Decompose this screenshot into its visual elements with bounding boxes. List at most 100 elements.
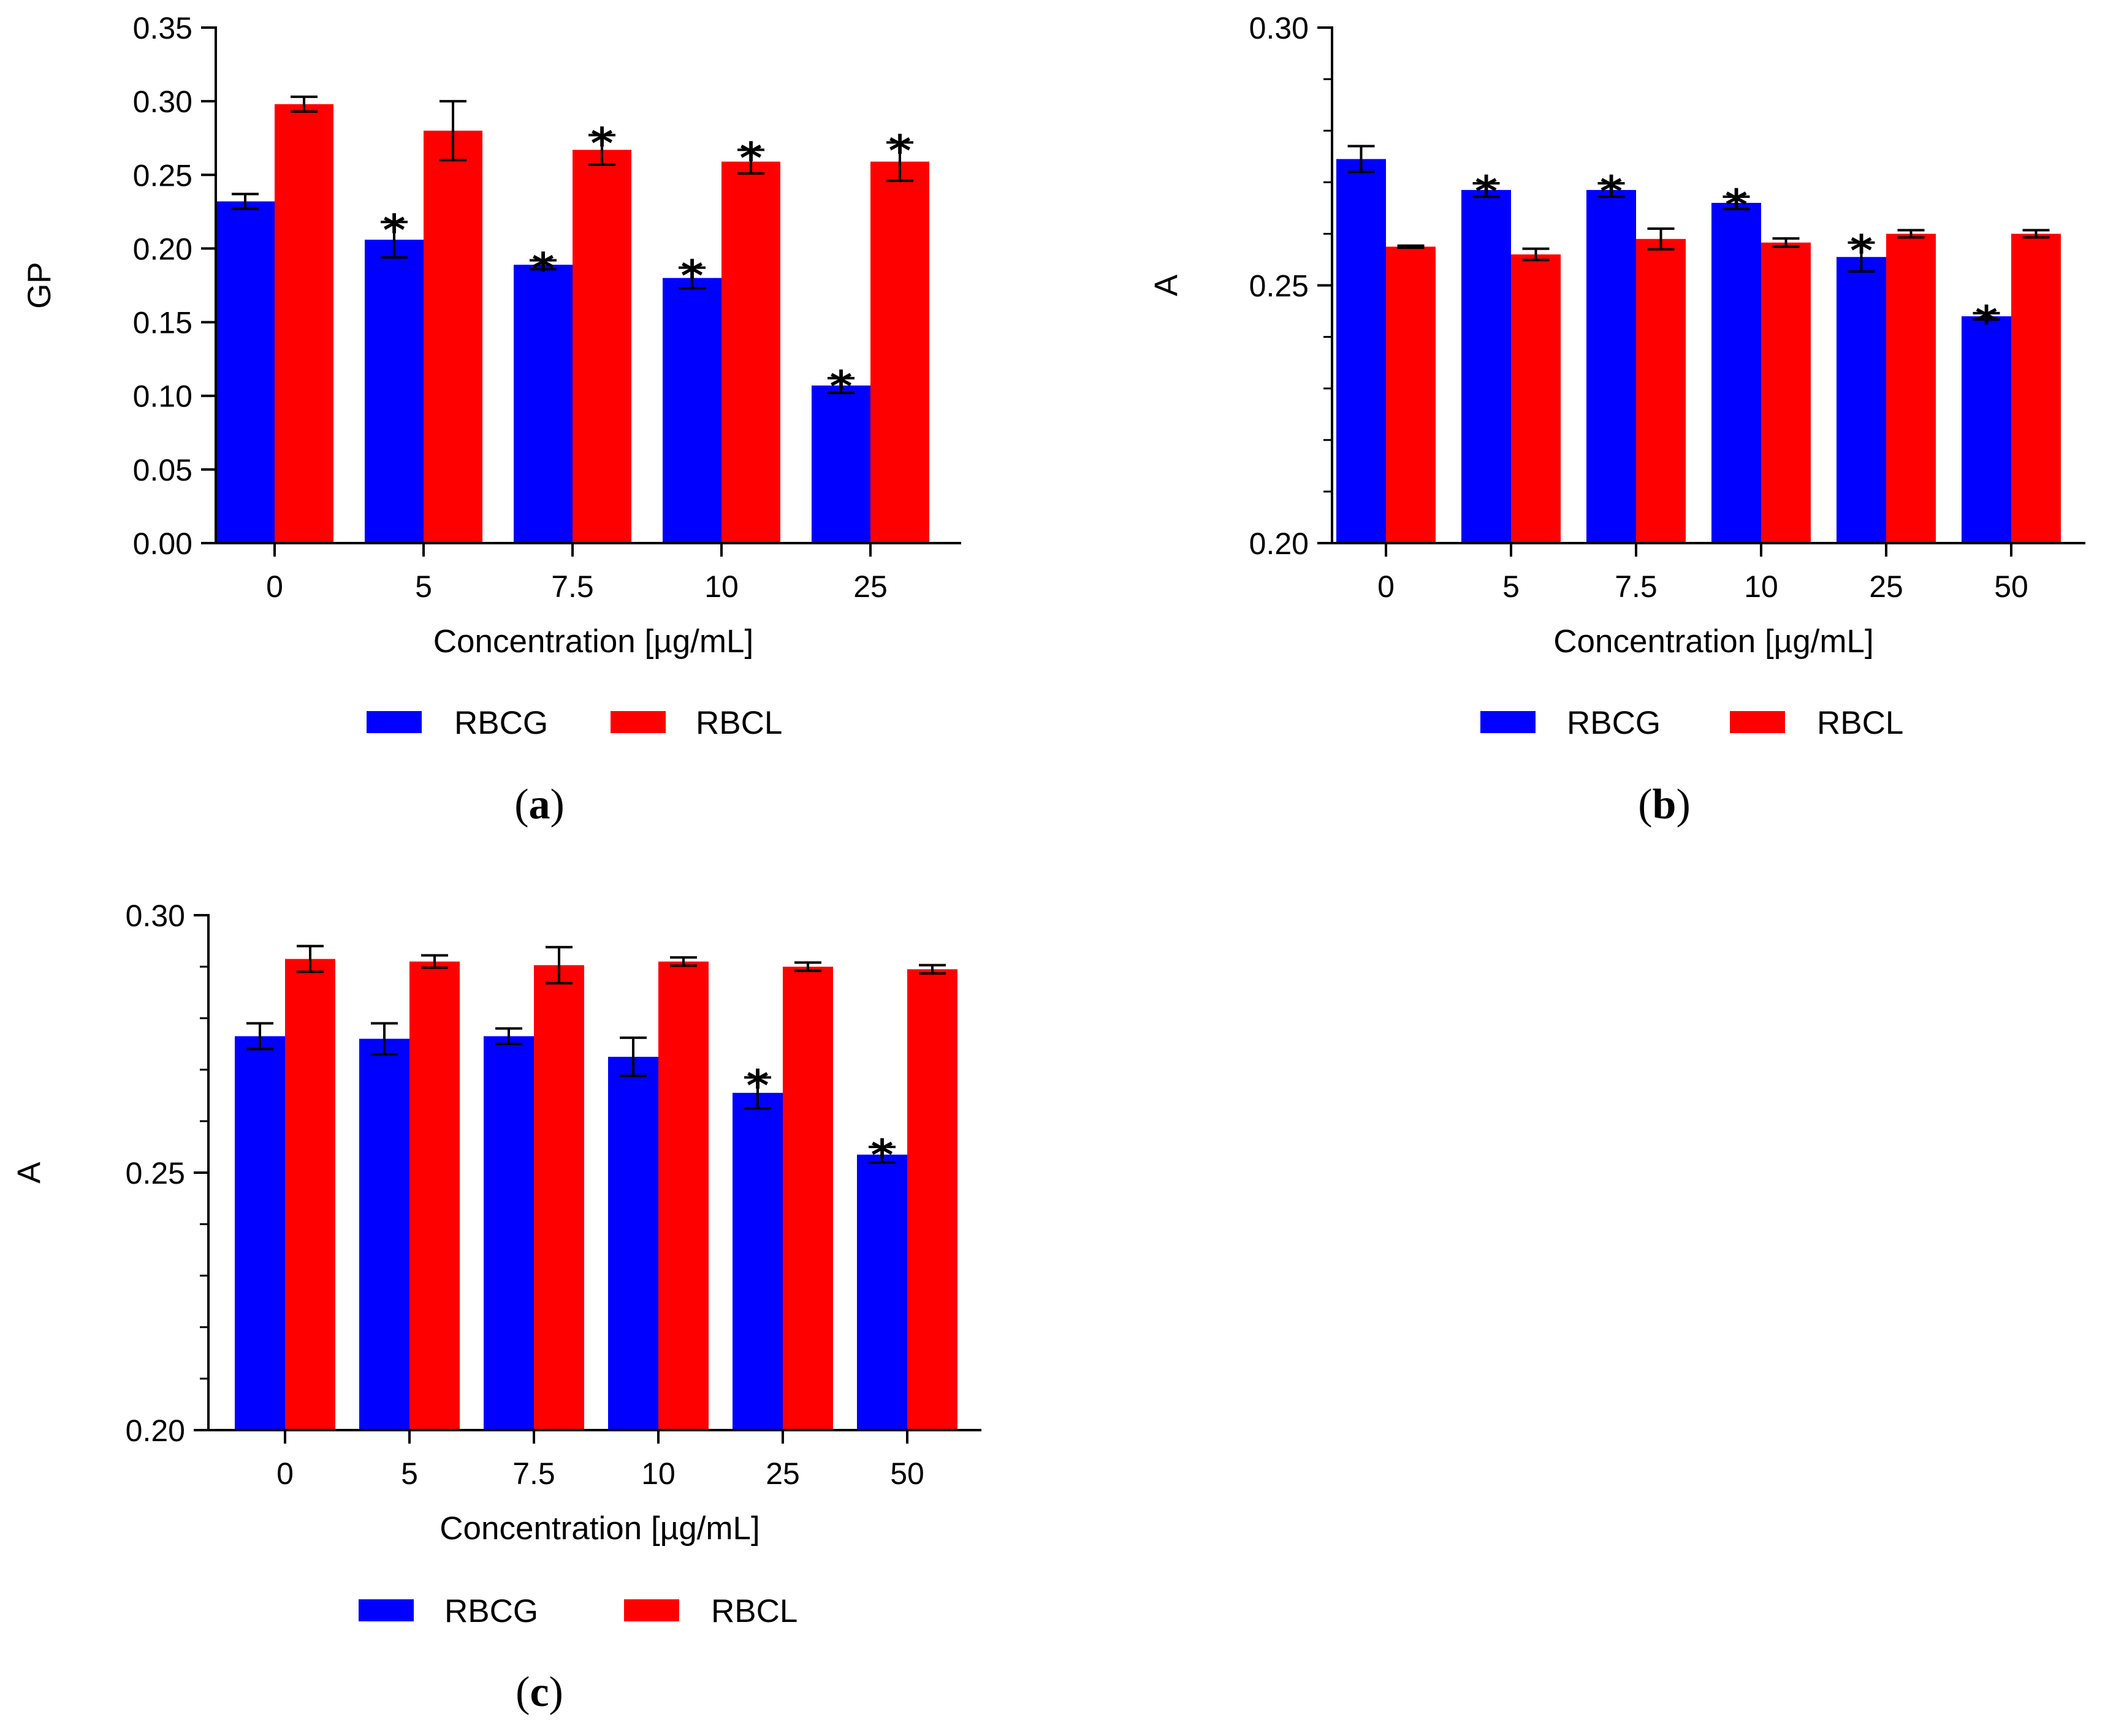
significance-star: * xyxy=(1475,167,1498,217)
significance-star: * xyxy=(1850,226,1873,276)
error-bar-rbcl-10 xyxy=(670,956,697,967)
y-tick-label: 0.35 xyxy=(133,11,192,45)
error-bar-rbcl-25 xyxy=(794,961,821,972)
bar-rbcg-5 xyxy=(1461,189,1511,543)
legend: RBCG RBCL xyxy=(367,705,782,741)
legend-label-rbcg: RBCG xyxy=(1567,705,1661,741)
y-tick-label: 0.20 xyxy=(1249,527,1309,561)
x-tick-label: 25 xyxy=(853,569,888,604)
error-bar-rbcg-10 xyxy=(620,1036,647,1078)
error-bar-rbcl-7.5 xyxy=(1647,227,1675,251)
x-tick-label: 50 xyxy=(1994,569,2028,604)
x-axis-title: Concentration [µg/mL] xyxy=(440,1510,760,1547)
bar-rbcg-5 xyxy=(359,1038,409,1430)
y-tick-label: 0.25 xyxy=(1249,269,1309,303)
significance-star: * xyxy=(747,1061,769,1111)
legend-label-rbcg: RBCG xyxy=(444,1593,538,1629)
legend-label-rbcl: RBCL xyxy=(1817,705,1903,741)
error-bar-rbcl-5 xyxy=(440,100,466,162)
significance-star: * xyxy=(1725,180,1748,230)
x-tick-label: 7.5 xyxy=(512,1456,555,1491)
x-tick-label: 0 xyxy=(276,1456,294,1491)
bar-rbcg-0 xyxy=(1336,159,1386,544)
error-bar-rbcl-7.5 xyxy=(588,134,615,166)
legend-swatch-rbcl xyxy=(1730,711,1785,733)
significance-star: * xyxy=(889,126,912,176)
bar-rbcg-5 xyxy=(365,240,424,543)
y-tick-label: 0.30 xyxy=(126,899,185,933)
y-axis-title: GP xyxy=(21,262,58,309)
bar-rbcg-10 xyxy=(608,1057,658,1430)
bar-rbcl-25 xyxy=(870,161,929,543)
bar-rbcl-50 xyxy=(907,969,957,1430)
y-tick-label: 0.30 xyxy=(133,85,192,119)
error-bar-rbcl-50 xyxy=(919,964,946,975)
error-bar-rbcg-7.5 xyxy=(495,1027,522,1045)
legend-swatch-rbcl xyxy=(611,711,666,733)
significance-star: * xyxy=(681,251,704,302)
error-bar-rbcg-5 xyxy=(381,221,408,259)
bar-rbcg-7.5 xyxy=(1586,189,1636,543)
x-axis-title: Concentration [µg/mL] xyxy=(1553,623,1874,660)
error-bar-rbcl-0 xyxy=(297,945,324,973)
bar-rbcl-10 xyxy=(1761,242,1811,543)
legend: RBCG RBCL xyxy=(359,1593,797,1629)
legend-label-rbcl: RBCL xyxy=(711,1593,797,1629)
bar-rbcg-50 xyxy=(857,1154,907,1430)
bar-rbcl-0 xyxy=(275,104,333,543)
y-tick-label: 0.25 xyxy=(133,158,192,192)
bar-rbcg-25 xyxy=(1837,257,1886,543)
panel-label: (c) xyxy=(516,1669,563,1716)
y-tick-label: 0.05 xyxy=(133,453,192,487)
x-axis-title: Concentration [µg/mL] xyxy=(433,623,754,660)
bar-rbcl-10 xyxy=(658,961,709,1430)
x-tick-label: 10 xyxy=(1744,569,1778,604)
bar-rbcg-25 xyxy=(812,385,870,543)
legend-swatch-rbcl xyxy=(624,1599,679,1621)
bar-rbcg-25 xyxy=(733,1092,783,1430)
legend-swatch-rbcg xyxy=(359,1599,414,1621)
x-tick-label: 25 xyxy=(1869,569,1903,604)
chart-panel-a: * * * * * * * 0.00 0.05 0.10 0.15 0.20 0.25 0.30 0.35 0… xyxy=(21,11,961,828)
panel-label: (a) xyxy=(514,781,565,828)
error-bar-rbcl-5 xyxy=(421,954,448,969)
error-bar-rbcg-25 xyxy=(828,376,855,394)
y-tick-label: 0.30 xyxy=(1249,11,1309,45)
chart-panel-c: * * 0.20 0.25 0.30 0 5 7.5 10 25 50 Concentration [… xyxy=(11,899,981,1716)
bar-rbcg-0 xyxy=(216,201,275,544)
y-axis-title: A xyxy=(1148,274,1184,296)
bar-rbcl-5 xyxy=(409,961,460,1430)
error-bar-rbcg-7.5 xyxy=(530,259,557,271)
x-tick-label: 5 xyxy=(415,569,432,604)
error-bar-rbcl-10 xyxy=(1772,237,1800,248)
error-bar-rbcg-0 xyxy=(1347,145,1375,173)
bar-rbcl-5 xyxy=(424,131,482,543)
error-bar-rbcl-25 xyxy=(1897,229,1925,239)
legend-swatch-rbcg xyxy=(1480,711,1536,733)
y-tick-label: 0.10 xyxy=(133,379,192,414)
error-bar-rbcl-5 xyxy=(1522,247,1550,262)
significance-star: * xyxy=(1975,297,1998,347)
y-tick-label: 0.20 xyxy=(126,1414,185,1448)
legend-swatch-rbcg xyxy=(367,711,422,733)
error-bar-rbcg-50 xyxy=(869,1146,896,1164)
significance-star: * xyxy=(830,362,853,412)
bar-rbcl-25 xyxy=(783,967,833,1430)
y-axis-title: A xyxy=(11,1162,47,1184)
bar-rbcl-7.5 xyxy=(1636,238,1686,543)
bar-rbcl-7.5 xyxy=(534,965,584,1430)
y-tick-label: 0.15 xyxy=(133,306,192,340)
x-tick-label: 5 xyxy=(1502,569,1520,604)
significance-star: * xyxy=(1600,167,1623,217)
significance-star: * xyxy=(591,118,614,169)
error-bar-rbcg-10 xyxy=(679,266,706,290)
bar-rbcg-50 xyxy=(1962,316,2011,543)
bar-rbcl-50 xyxy=(2011,234,2061,543)
x-tick-label: 10 xyxy=(704,569,739,604)
error-bar-rbcl-7.5 xyxy=(546,946,573,984)
legend-label-rbcl: RBCL xyxy=(696,705,782,741)
bar-rbcg-10 xyxy=(1711,202,1761,543)
error-bar-rbcg-0 xyxy=(232,192,259,210)
significance-star: * xyxy=(383,205,406,256)
